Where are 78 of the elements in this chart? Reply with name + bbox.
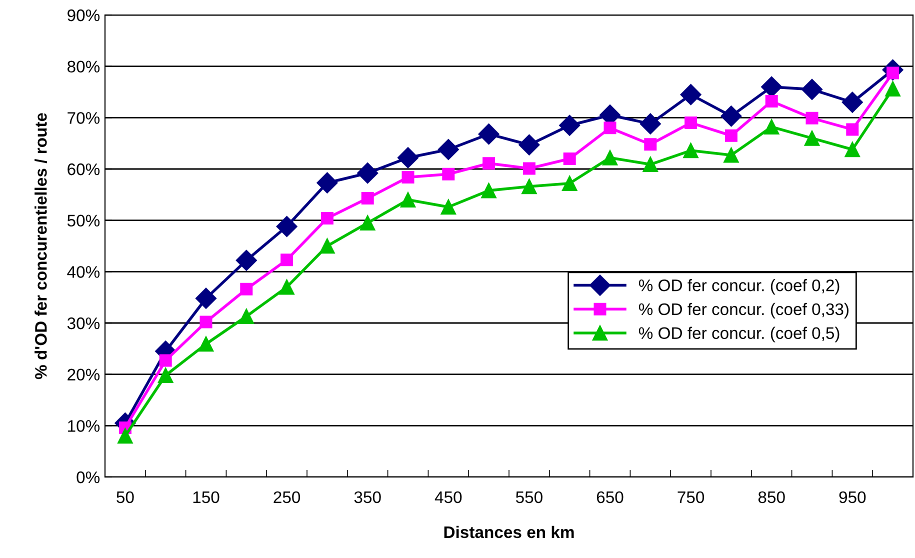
point <box>804 130 820 146</box>
point <box>765 94 778 108</box>
point <box>562 176 578 192</box>
x-tick-label: 150 <box>193 491 220 504</box>
x-tick-label: 750 <box>678 491 704 504</box>
point <box>438 138 459 160</box>
point <box>522 162 536 175</box>
point <box>320 212 334 225</box>
point <box>198 336 214 352</box>
point <box>602 150 618 166</box>
y-tick-label: 0% <box>76 471 100 484</box>
point <box>563 152 576 165</box>
x-axis-title: Distances en km <box>444 526 574 538</box>
point <box>764 119 780 135</box>
point <box>238 308 254 324</box>
point <box>604 122 616 134</box>
point <box>316 172 338 194</box>
legend-label: % OD fer concur. (coef 0,33) <box>638 302 848 318</box>
point <box>397 147 419 168</box>
point <box>885 81 900 97</box>
point <box>279 279 294 295</box>
point <box>724 148 739 163</box>
point <box>357 162 378 184</box>
point <box>320 238 335 254</box>
point <box>240 282 253 296</box>
x-tick-label: 850 <box>758 491 785 504</box>
x-tick-label: 650 <box>596 491 624 504</box>
point <box>842 92 863 113</box>
point <box>644 138 657 151</box>
point <box>158 368 174 383</box>
point <box>440 199 456 215</box>
point <box>442 168 455 180</box>
point <box>683 142 698 158</box>
point <box>118 428 133 444</box>
point <box>680 84 702 106</box>
point <box>642 156 658 172</box>
x-tick-label: 50 <box>116 491 134 504</box>
y-axis-title: % d'OD fer concurentielles / route <box>34 113 47 380</box>
x-tick-label: 550 <box>516 491 542 504</box>
y-tick-label: 70% <box>68 112 100 124</box>
y-tick-label: 50% <box>67 214 100 227</box>
y-tick-label: 10% <box>68 420 100 432</box>
point <box>720 106 742 127</box>
point <box>559 114 580 136</box>
point <box>481 182 496 198</box>
point <box>482 157 496 170</box>
y-tick-label: 80% <box>68 60 100 73</box>
point <box>478 124 500 145</box>
point <box>195 288 217 309</box>
point <box>684 116 698 130</box>
point <box>844 142 860 158</box>
y-tick-label: 90% <box>68 9 100 22</box>
y-tick-label: 20% <box>68 368 100 381</box>
x-tick-label: 350 <box>354 491 381 504</box>
point <box>280 254 294 266</box>
point <box>400 192 416 208</box>
x-tick-label: 450 <box>434 491 462 504</box>
legend-label: % OD fer concur. (coef 0,2) <box>638 279 840 295</box>
point <box>640 113 661 134</box>
legend-label: % OD fer concur. (coef 0,5) <box>638 326 840 342</box>
point <box>360 215 376 231</box>
point <box>806 112 818 124</box>
point <box>276 216 298 238</box>
point <box>236 250 257 271</box>
point <box>361 192 374 205</box>
y-tick-label: 60% <box>68 163 100 176</box>
point <box>724 129 738 142</box>
point <box>522 178 537 194</box>
y-tick-label: 40% <box>67 266 100 278</box>
point <box>159 354 172 367</box>
x-tick-label: 250 <box>274 491 300 504</box>
point <box>801 78 823 100</box>
point <box>402 170 414 184</box>
point <box>200 316 212 328</box>
x-tick-label: 950 <box>839 491 866 504</box>
point <box>846 123 859 136</box>
point <box>518 134 540 156</box>
y-tick-label: 30% <box>67 317 100 330</box>
